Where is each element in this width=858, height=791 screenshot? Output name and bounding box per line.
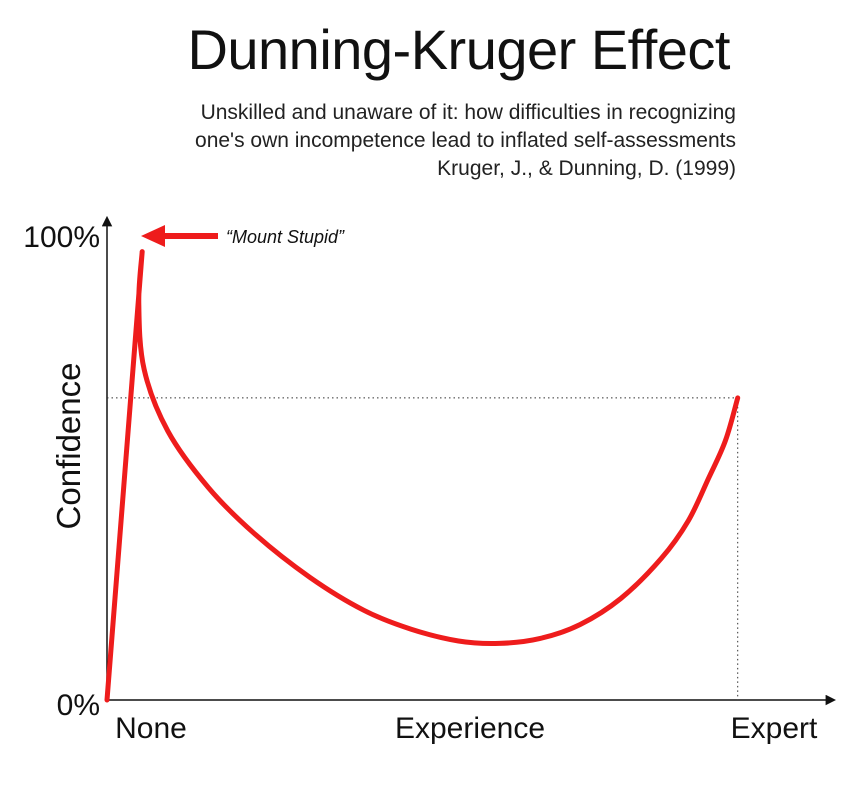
y-axis-label: Confidence <box>50 363 87 530</box>
x-tick-label-none: None <box>115 712 187 745</box>
x-axis-label: Experience <box>395 712 545 745</box>
subtitle-line-2: one's own incompetence lead to inflated … <box>195 129 736 152</box>
subtitle-line-3: Kruger, J., & Dunning, D. (1999) <box>437 157 736 180</box>
y-tick-label-min: 0% <box>57 689 100 722</box>
mount-stupid-arrow <box>141 225 218 247</box>
subtitle-line-1: Unskilled and unaware of it: how difficu… <box>200 101 736 124</box>
chart-title: Dunning-Kruger Effect <box>187 18 730 81</box>
confidence-curve <box>104 249 741 703</box>
x-tick-label-expert: Expert <box>731 712 818 745</box>
y-tick-label-max: 100% <box>23 221 100 254</box>
mount-stupid-label: “Mount Stupid” <box>226 227 345 247</box>
